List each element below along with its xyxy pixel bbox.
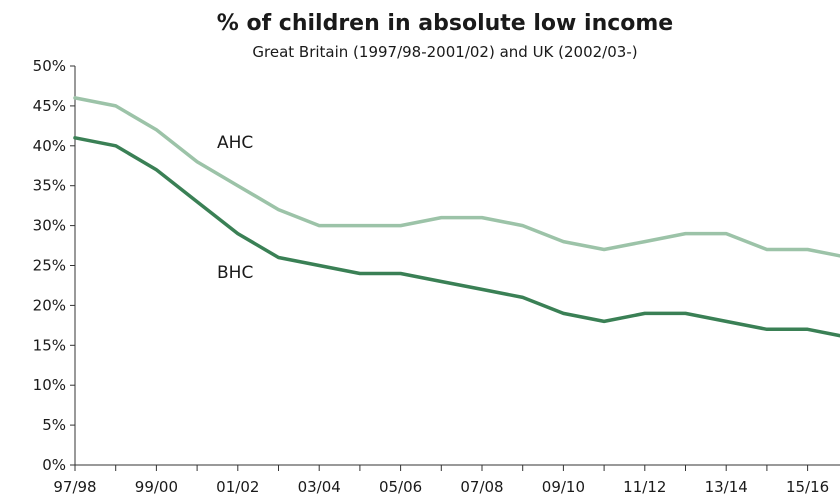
x-tick-label: 03/04 [298, 478, 341, 496]
x-tick-label: 13/14 [705, 478, 748, 496]
series-line-ahc [73, 96, 840, 258]
y-tick-label: 50% [33, 57, 66, 75]
y-axis: 0% 5% 10% 15% 20% 25% 30% 35% 40% 45% 50% [33, 57, 76, 474]
x-tick-label: 11/12 [623, 478, 666, 496]
y-tick-label: 40% [33, 137, 66, 155]
y-tick-label: 5% [42, 416, 66, 434]
y-tick-label: 20% [33, 296, 66, 314]
y-tick-label: 15% [33, 336, 66, 354]
x-tick-label: 01/02 [216, 478, 259, 496]
x-tick-label: 09/10 [542, 478, 585, 496]
series-line-bhc [73, 136, 840, 338]
y-tick-label: 10% [33, 376, 66, 394]
x-tick-label: 15/16 [786, 478, 829, 496]
y-tick-label: 25% [33, 257, 66, 275]
x-tick-label: 99/00 [135, 478, 178, 496]
y-tick-label: 0% [42, 456, 66, 474]
chart-subtitle: Great Britain (1997/98-2001/02) and UK (… [252, 43, 637, 61]
y-tick-label: 45% [33, 97, 66, 115]
series-label-bhc: BHC [217, 263, 253, 283]
x-tick-label: 07/08 [460, 478, 503, 496]
series-label-ahc: AHC [217, 133, 253, 153]
series-group [73, 96, 840, 338]
x-tick-label: 97/98 [53, 478, 96, 496]
chart-title: % of children in absolute low income [217, 11, 673, 36]
y-tick-label: 30% [33, 217, 66, 235]
x-tick-label: 05/06 [379, 478, 422, 496]
x-axis: 97/98 99/00 01/02 03/04 05/06 07/08 09/10 11/12… [53, 464, 840, 496]
y-tick-label: 35% [33, 177, 66, 195]
